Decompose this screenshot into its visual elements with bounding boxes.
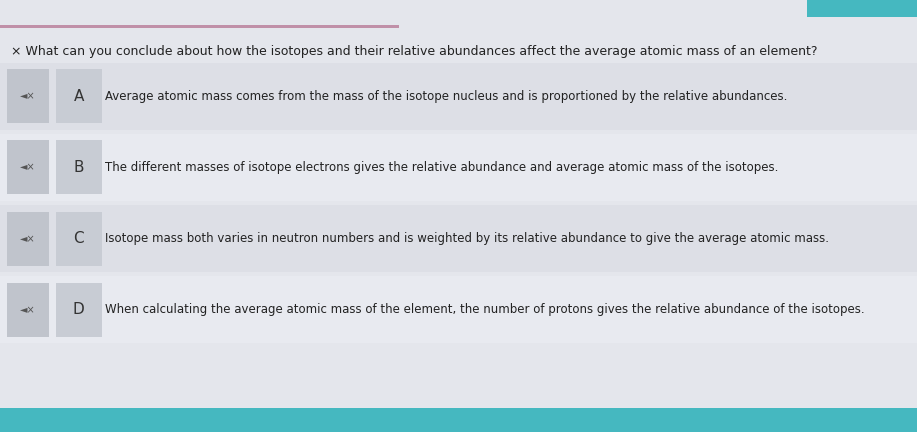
Text: D: D — [73, 302, 84, 318]
FancyBboxPatch shape — [807, 0, 917, 17]
FancyBboxPatch shape — [0, 134, 917, 201]
FancyBboxPatch shape — [56, 69, 102, 123]
FancyBboxPatch shape — [56, 140, 102, 194]
Text: ◄×: ◄× — [20, 305, 36, 315]
Text: Isotope mass both varies in neutron numbers and is weighted by its relative abun: Isotope mass both varies in neutron numb… — [105, 232, 830, 245]
FancyBboxPatch shape — [0, 25, 399, 28]
FancyBboxPatch shape — [56, 283, 102, 337]
FancyBboxPatch shape — [7, 212, 49, 266]
FancyBboxPatch shape — [0, 63, 917, 130]
Text: ◄×: ◄× — [20, 234, 36, 244]
Text: A: A — [73, 89, 84, 104]
FancyBboxPatch shape — [56, 212, 102, 266]
Text: When calculating the average atomic mass of the element, the number of protons g: When calculating the average atomic mass… — [105, 303, 865, 317]
FancyBboxPatch shape — [7, 140, 49, 194]
FancyBboxPatch shape — [0, 408, 917, 432]
FancyBboxPatch shape — [7, 283, 49, 337]
FancyBboxPatch shape — [0, 276, 917, 343]
Text: ◄×: ◄× — [20, 162, 36, 172]
Text: The different masses of isotope electrons gives the relative abundance and avera: The different masses of isotope electron… — [105, 161, 779, 174]
Text: B: B — [73, 160, 84, 175]
FancyBboxPatch shape — [0, 205, 917, 272]
Text: × What can you conclude about how the isotopes and their relative abundances aff: × What can you conclude about how the is… — [11, 45, 817, 58]
Text: ◄×: ◄× — [20, 91, 36, 101]
Text: C: C — [73, 231, 84, 246]
Text: Average atomic mass comes from the mass of the isotope nucleus and is proportion: Average atomic mass comes from the mass … — [105, 89, 788, 103]
FancyBboxPatch shape — [7, 69, 49, 123]
